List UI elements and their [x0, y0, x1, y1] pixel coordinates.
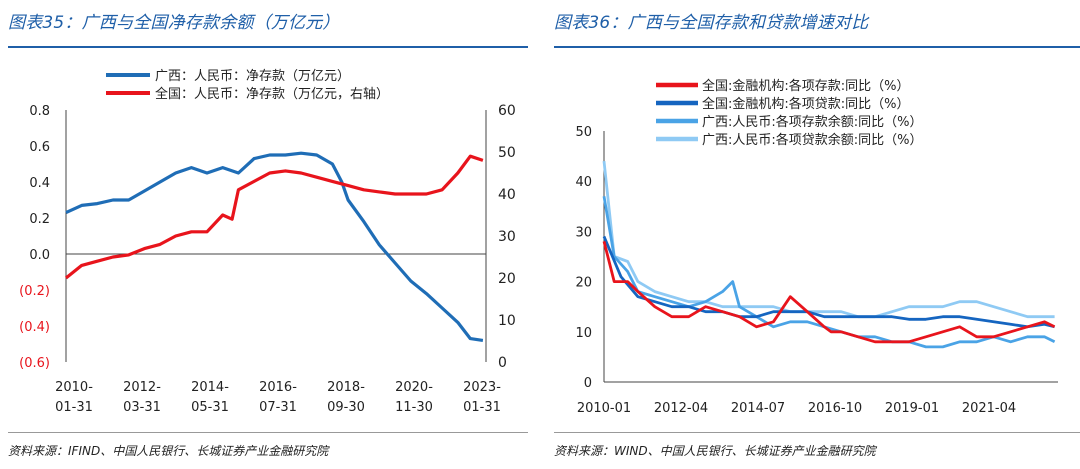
x-tick-label: 2012- — [123, 380, 161, 395]
right-y-tick-label: 20 — [498, 271, 516, 287]
x-tick-label: 2019-01 — [885, 401, 939, 416]
y-tick-label: 30 — [575, 225, 592, 240]
y-tick-label: 10 — [575, 326, 592, 341]
x-tick-label: 01-31 — [55, 400, 93, 415]
series-line-guangxi-loan-yoy — [602, 160, 1055, 319]
right-y-tick-label: 40 — [498, 187, 516, 203]
x-tick-label: 03-31 — [123, 400, 161, 415]
x-tick-label: 2016-10 — [808, 401, 862, 416]
x-tick-label: 05-31 — [191, 400, 229, 415]
right-title-rule — [554, 46, 1080, 48]
right-y-tick-label: 50 — [498, 145, 516, 161]
left-chart-svg: 0.8 0.6 0.4 0.2 0.0 (0.2) (0.4) (0.6) 60 50 40 30 20… — [19, 69, 516, 415]
y-tick-label: 0 — [584, 376, 592, 391]
y-tick-label: 20 — [575, 276, 592, 291]
x-tick-label: 2014- — [191, 380, 229, 395]
series-line-guangxi-deposit-yoy — [602, 196, 1056, 349]
legend-label: 广西：人民币：净存款（万亿元） — [155, 69, 350, 84]
left-y-tick-label: 0.4 — [29, 176, 50, 191]
legend-label: 广西:人民币:各项存款余额:同比（%） — [702, 114, 923, 130]
x-tick-label: 2023- — [463, 380, 501, 395]
x-tick-label: 2018- — [327, 380, 365, 395]
series-line-national-net-deposit — [64, 154, 484, 280]
x-tick-label: 2014-07 — [731, 401, 785, 416]
left-chart-panel: 图表35：广西与全国净存款余额（万亿元） 0.8 0.6 0.4 0.2 0.0 (0.2… — [0, 0, 528, 469]
x-tick-label: 11-30 — [395, 400, 433, 415]
x-tick-label: 07-31 — [259, 400, 297, 415]
series-line-national-loan-yoy — [602, 235, 1055, 329]
x-tick-label: 01-31 — [463, 400, 501, 415]
x-tick-label: 2010- — [55, 380, 93, 395]
right-y-tick-label: 0 — [498, 355, 507, 371]
left-y-tick-label: (0.2) — [19, 284, 50, 299]
left-title-rule — [8, 46, 528, 48]
right-y-tick-label: 30 — [498, 229, 516, 245]
right-y-tick-label: 60 — [498, 103, 516, 119]
left-y-tick-label: 0.6 — [29, 140, 50, 155]
right-chart-svg: 0 10 20 30 40 50 2010-01 2012-04 2014-07 2016-10 2… — [575, 78, 1058, 416]
right-source-note: 资料来源：WIND、中国人民银行、长城证券产业金融研究院 — [554, 444, 876, 458]
x-tick-label: 2016- — [259, 380, 297, 395]
left-y-tick-label: 0.8 — [29, 104, 50, 119]
left-y-tick-label: (0.6) — [19, 356, 50, 371]
left-y-tick-label: (0.4) — [19, 320, 50, 335]
right-source-rule — [554, 432, 1080, 433]
left-source-note: 资料来源：IFIND、中国人民银行、长城证券产业金融研究院 — [8, 444, 329, 458]
left-y-tick-label: 0.0 — [29, 248, 50, 263]
series-line-national-deposit-yoy — [602, 241, 1056, 344]
left-y-tick-label: 0.2 — [29, 212, 50, 227]
x-tick-label: 2010-01 — [577, 401, 631, 416]
x-tick-label: 2021-04 — [962, 401, 1016, 416]
y-tick-label: 50 — [575, 125, 592, 140]
right-chart-panel: 图表36：广西与全国存款和贷款增速对比 0 10 20 30 40 50 2010-01 20… — [548, 0, 1080, 469]
y-tick-label: 40 — [575, 175, 592, 190]
right-y-tick-label: 10 — [498, 313, 516, 329]
legend-label: 全国：人民币：净存款（万亿元，右轴） — [155, 86, 389, 102]
right-chart-title: 图表36：广西与全国存款和贷款增速对比 — [554, 13, 869, 33]
left-chart-title: 图表35：广西与全国净存款余额（万亿元） — [8, 13, 340, 33]
legend-label: 广西:人民币:各项贷款余额:同比（%） — [702, 132, 923, 148]
x-tick-label: 09-30 — [327, 400, 365, 415]
left-source-rule — [8, 432, 528, 433]
series-line-guangxi-net-deposit — [65, 151, 484, 342]
x-tick-label: 2020- — [395, 380, 433, 395]
legend-label: 全国:金融机构:各项贷款:同比（%） — [702, 96, 910, 112]
legend-label: 全国:金融机构:各项存款:同比（%） — [702, 78, 910, 94]
x-tick-label: 2012-04 — [654, 401, 708, 416]
